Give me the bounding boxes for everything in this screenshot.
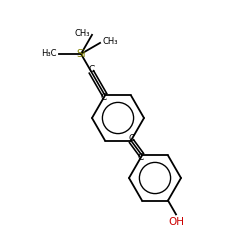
Text: Si: Si xyxy=(76,49,86,59)
Text: C: C xyxy=(138,153,144,162)
Text: C: C xyxy=(129,134,135,143)
Text: C: C xyxy=(101,93,107,102)
Text: OH: OH xyxy=(168,217,184,227)
Text: CH₃: CH₃ xyxy=(74,29,90,38)
Text: C: C xyxy=(89,65,95,74)
Text: H₃C: H₃C xyxy=(42,50,57,58)
Text: CH₃: CH₃ xyxy=(102,38,118,46)
